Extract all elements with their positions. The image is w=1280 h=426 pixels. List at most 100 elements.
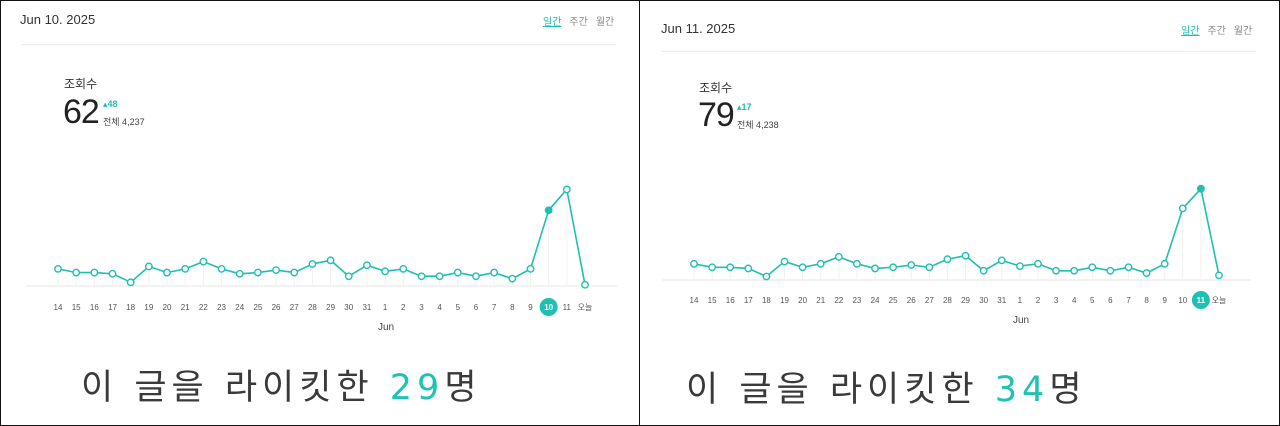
data-point-28 <box>943 255 952 264</box>
tick-label-30: 30 <box>344 303 353 312</box>
views-delta: ▴17 <box>737 102 752 112</box>
tick-label-5: 5 <box>1090 296 1095 305</box>
views-delta: ▴48 <box>103 99 118 109</box>
data-point-8 <box>508 274 517 283</box>
likes-caption-text: 이 글을 라이킷한 <box>81 368 390 408</box>
data-point-1 <box>1015 262 1024 271</box>
data-point-22 <box>199 257 208 266</box>
tick-label-27: 27 <box>290 303 299 312</box>
tick-label-28: 28 <box>308 303 317 312</box>
tick-label-16: 16 <box>726 296 735 305</box>
data-point-2 <box>1034 259 1042 268</box>
data-point-7 <box>490 268 499 277</box>
tick-label-24: 24 <box>871 296 880 305</box>
tick-label-31: 31 <box>997 296 1006 305</box>
tick-label-16: 16 <box>90 303 99 312</box>
data-point-19 <box>780 257 789 266</box>
tab-monthly[interactable]: 월간 <box>595 17 615 28</box>
tick-label-31: 31 <box>362 303 371 312</box>
tick-label-2: 2 <box>401 303 406 312</box>
header-divider <box>661 51 1256 52</box>
tab-monthly[interactable]: 월간 <box>1233 26 1253 37</box>
tick-label-20: 20 <box>798 296 807 305</box>
stats-panel-jun-10: Jun 10. 2025 일간 주간 월간 조회수 62 ▴48 전체 4,23… <box>1 1 640 425</box>
data-point-15 <box>708 263 717 272</box>
tick-label-9: 9 <box>528 303 533 312</box>
tick-label-17: 17 <box>108 303 117 312</box>
tick-label-19: 19 <box>780 296 789 305</box>
data-point-23 <box>853 259 861 268</box>
period-tabs: 일간 주간 월간 <box>1181 22 1252 37</box>
likes-caption: 이 글을 라이킷한 34명 <box>686 361 1087 412</box>
tick-label-1: 1 <box>383 303 388 312</box>
data-point-28 <box>308 260 317 268</box>
data-point-31 <box>363 261 371 270</box>
data-point-오늘 <box>581 280 589 289</box>
views-value: 79 <box>698 96 735 134</box>
data-point-9 <box>526 264 535 273</box>
data-point-21 <box>816 259 825 268</box>
data-point-7 <box>1124 263 1133 272</box>
data-point-29 <box>961 251 970 260</box>
tick-label-19: 19 <box>144 303 153 312</box>
data-point-1 <box>381 267 390 276</box>
data-point-18 <box>126 278 135 287</box>
data-point-18 <box>762 272 771 281</box>
tick-label-8: 8 <box>510 303 515 312</box>
tick-label-14: 14 <box>690 296 699 305</box>
data-point-3 <box>1052 266 1060 275</box>
tick-label-11: 11 <box>563 303 572 312</box>
data-point-11 <box>562 185 571 194</box>
views-total: 전체 4,238 <box>737 120 779 130</box>
data-point-31 <box>997 256 1006 265</box>
likes-count: 29 <box>389 368 445 408</box>
tick-label-8: 8 <box>1144 296 1149 305</box>
data-point-5 <box>453 268 462 277</box>
tick-label-23: 23 <box>217 303 226 312</box>
tab-daily[interactable]: 일간 <box>1181 26 1200 37</box>
data-point-24 <box>235 269 244 278</box>
data-point-24 <box>871 264 879 273</box>
tick-label-22: 22 <box>834 296 843 305</box>
data-point-26 <box>907 261 916 269</box>
date-label: Jun 11. 2025 <box>661 21 736 36</box>
data-point-29 <box>326 256 335 265</box>
header-divider <box>21 44 616 45</box>
series-line <box>693 187 1220 278</box>
series-line <box>57 187 586 285</box>
data-point-27 <box>290 268 299 277</box>
tick-label-25: 25 <box>253 303 262 312</box>
likes-unit: 명 <box>1049 370 1087 410</box>
tick-label-오늘: 오늘 <box>1212 296 1227 305</box>
tick-label-23: 23 <box>852 296 861 305</box>
tab-weekly[interactable]: 주간 <box>569 17 588 28</box>
tab-daily[interactable]: 일간 <box>543 17 562 28</box>
likes-caption: 이 글을 라이킷한 29명 <box>81 359 482 410</box>
views-label: 조회수 <box>64 77 98 91</box>
data-point-20 <box>798 263 807 272</box>
tick-label-14: 14 <box>54 303 63 312</box>
data-point-23 <box>217 264 226 273</box>
period-tabs: 일간 주간 월간 <box>543 13 614 28</box>
tick-label-18: 18 <box>762 296 771 305</box>
likes-unit: 명 <box>444 368 482 408</box>
tick-label-6: 6 <box>1108 296 1113 305</box>
tick-label-10: 10 <box>1178 296 1187 305</box>
tick-label-7: 7 <box>1126 296 1131 305</box>
tick-label-26: 26 <box>272 303 281 312</box>
tick-label-9: 9 <box>1162 296 1167 305</box>
tab-weekly[interactable]: 주간 <box>1207 26 1226 37</box>
x-axis-label: Jun <box>1013 315 1029 326</box>
tick-label-3: 3 <box>1054 296 1059 305</box>
data-point-30 <box>979 266 988 275</box>
tick-label-15: 15 <box>708 296 717 305</box>
data-point-6 <box>1106 266 1115 275</box>
tick-label-28: 28 <box>943 296 952 305</box>
tick-label-24: 24 <box>235 303 244 312</box>
selected-day-marker <box>539 298 558 316</box>
tick-label-22: 22 <box>199 303 208 312</box>
data-point-21 <box>181 264 190 273</box>
likes-count: 34 <box>994 370 1050 410</box>
data-point-17 <box>744 264 753 273</box>
